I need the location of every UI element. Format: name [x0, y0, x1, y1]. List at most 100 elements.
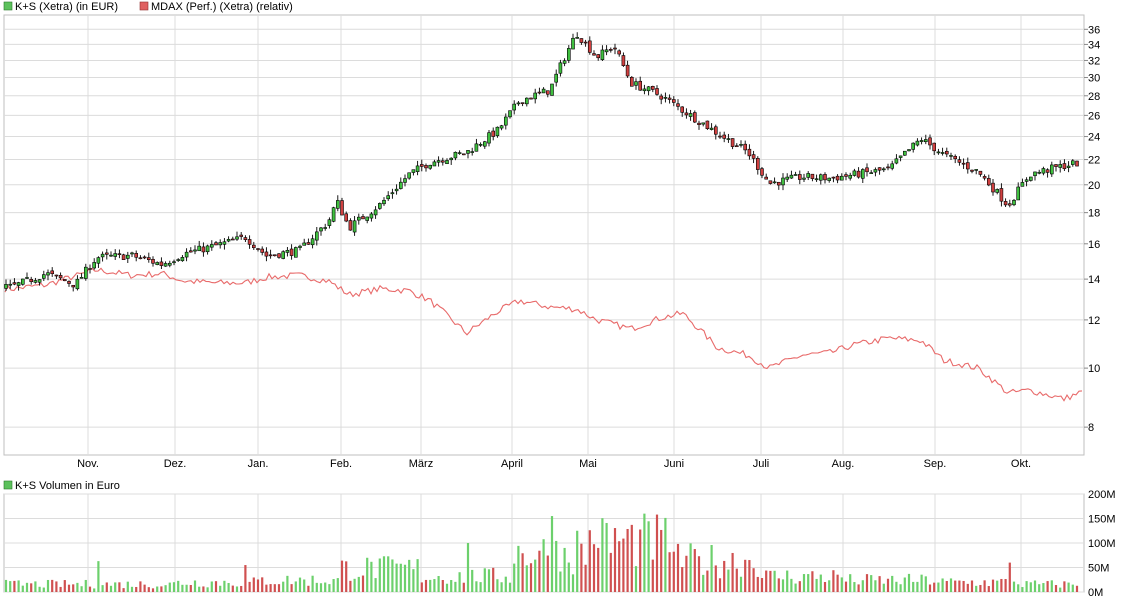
volume-bar — [836, 574, 839, 592]
ks-candle-body — [1075, 160, 1079, 167]
volume-bar — [55, 581, 58, 592]
ks-candle-body — [201, 246, 206, 253]
ks-candle-body — [424, 165, 428, 169]
volume-bar — [109, 585, 113, 592]
volume-bar — [345, 561, 348, 592]
ks-candle-body — [537, 91, 542, 94]
volume-bar — [853, 582, 856, 592]
volume-bar — [1050, 580, 1053, 592]
volume-bar — [668, 552, 671, 592]
ks-candle-body — [79, 277, 84, 279]
ks-candle-body — [932, 142, 937, 152]
volume-bar — [865, 574, 869, 592]
volume-bar — [30, 583, 33, 592]
ks-candle-body — [655, 88, 659, 95]
ks-candle-body — [46, 272, 50, 276]
price-ytick-label: 10 — [1088, 363, 1100, 375]
volume-bar — [899, 584, 902, 592]
ks-candle-body — [520, 102, 525, 104]
volume-bar — [563, 547, 566, 592]
volume-bar — [567, 562, 570, 592]
ks-candle-body — [453, 151, 458, 159]
ks-candle-body — [121, 254, 126, 260]
legend-volume: K+S Volumen in Euro — [3, 480, 120, 492]
ks-candle-body — [440, 160, 445, 163]
volume-bar — [517, 545, 520, 592]
ks-candle-body — [953, 155, 958, 160]
ks-candle-body — [533, 92, 538, 100]
ks-candle-body — [117, 253, 122, 255]
volume-bar — [508, 582, 512, 592]
ks-candle-body — [730, 138, 735, 147]
volume-bar — [80, 586, 83, 592]
ks-candle-body — [970, 169, 974, 172]
legend-swatch-ks — [3, 1, 13, 11]
ks-candle-body — [823, 174, 827, 181]
ks-candle-body — [20, 278, 25, 285]
volume-bar — [655, 514, 659, 592]
volume-bar — [828, 580, 831, 592]
volume-bar — [550, 516, 554, 592]
ks-candle-body — [1054, 164, 1058, 167]
volume-ytick-label: 100M — [1088, 538, 1116, 550]
volume-bar — [265, 584, 268, 592]
volume-bar — [445, 583, 449, 592]
volume-bar — [966, 583, 969, 592]
ks-candle-body — [898, 155, 903, 158]
volume-bar — [878, 576, 881, 592]
ks-candle-body — [1020, 182, 1025, 187]
ks-candle-body — [890, 163, 895, 169]
volume-bar — [1012, 581, 1016, 592]
ks-candle-body — [676, 103, 680, 107]
volume-bar — [651, 559, 654, 592]
volume-bar — [240, 585, 243, 592]
volume-bar — [819, 574, 822, 592]
ks-candle-body — [348, 220, 353, 231]
volume-bar — [366, 557, 369, 592]
volume-bar — [261, 577, 264, 592]
ks-candle-body — [877, 167, 882, 171]
volume-bar — [143, 584, 146, 592]
volume-bar — [114, 582, 117, 592]
ks-candle-body — [319, 227, 323, 232]
price-ytick-label: 24 — [1088, 132, 1100, 144]
ks-candle-body — [457, 152, 462, 154]
ks-candle-body — [789, 174, 794, 179]
ks-candle-body — [751, 154, 756, 159]
volume-bar — [177, 580, 180, 592]
volume-bar — [685, 555, 688, 592]
volume-bar — [815, 578, 818, 592]
volume-bar — [735, 568, 738, 592]
ks-candle-body — [650, 86, 655, 90]
volume-bar — [1038, 584, 1041, 592]
mdax-line — [4, 267, 1083, 402]
ks-candle-body — [848, 174, 853, 179]
volume-bar — [290, 584, 293, 592]
xtick-label: Sep. — [924, 458, 947, 470]
volume-bar — [298, 577, 302, 592]
volume-bar — [88, 586, 92, 592]
price-ytick-label: 28 — [1088, 91, 1100, 103]
ks-candle-body — [105, 252, 109, 255]
volume-bar — [441, 580, 444, 592]
ks-candle-body — [617, 50, 622, 55]
ks-candle-body — [516, 102, 521, 105]
volume-bar — [580, 543, 583, 592]
ks-candle-body — [222, 241, 227, 245]
price-ytick-label: 16 — [1088, 239, 1100, 251]
ks-candle-body — [873, 169, 878, 173]
ks-candle-body — [419, 164, 424, 167]
volume-bar — [256, 579, 260, 592]
ks-candle-body — [785, 176, 790, 180]
volume-bar — [882, 583, 885, 592]
ks-candle-body — [680, 106, 685, 113]
volume-bar — [962, 580, 965, 592]
volume-bar — [626, 528, 629, 592]
ks-candle-body — [247, 239, 252, 245]
volume-bar — [181, 584, 184, 592]
volume-bar — [937, 582, 940, 592]
ks-candle-body — [835, 175, 840, 181]
ks-candle-body — [226, 238, 231, 242]
volume-bar — [1021, 587, 1024, 592]
volume-bar — [51, 579, 54, 592]
